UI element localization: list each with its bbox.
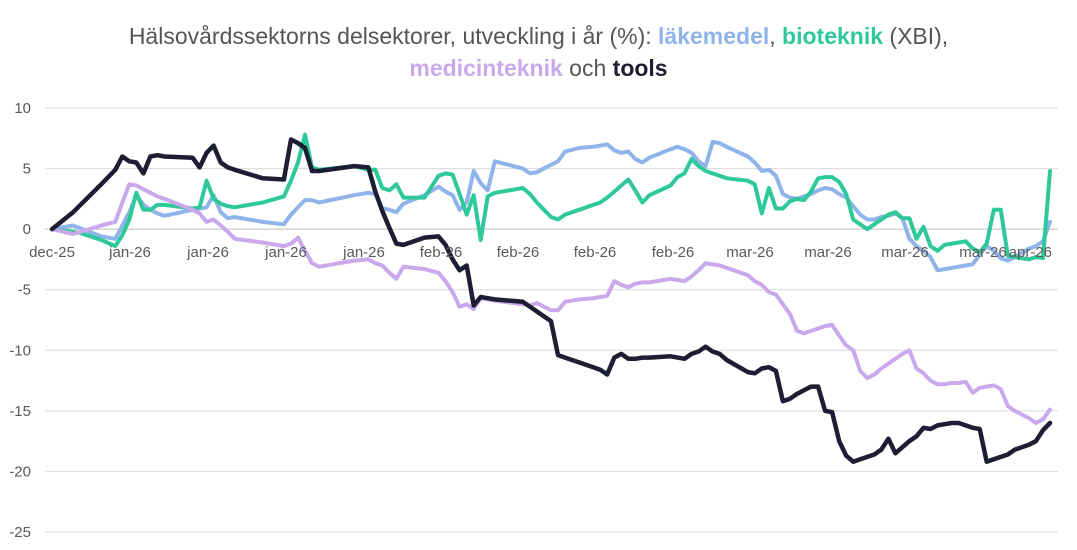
- y-tick-label: -10: [9, 342, 31, 359]
- y-tick-label: -25: [9, 524, 31, 541]
- title-part-och: och: [562, 55, 613, 81]
- series-line-lakemedel: [50, 139, 1052, 273]
- x-tick-label: mar-26: [881, 244, 929, 261]
- x-tick-label: mar-26: [726, 244, 774, 261]
- y-tick-label: -20: [9, 463, 31, 480]
- y-tick-label: 5: [23, 161, 31, 178]
- x-tick-label: mar-26: [959, 244, 1007, 261]
- y-tick-label: 0: [23, 221, 31, 238]
- y-tick-label: -5: [18, 282, 31, 299]
- y-tick-label: 10: [14, 100, 31, 117]
- series-line-medicinteknik: [50, 182, 1052, 425]
- x-tick-label: jan-26: [264, 244, 307, 261]
- x-tick-label: jan-26: [342, 244, 385, 261]
- x-tick-label: feb-26: [652, 244, 695, 261]
- x-tick-label: jan-26: [108, 244, 151, 261]
- chart-title: Hälsovårdssektorns delsektorer, utveckli…: [0, 20, 1077, 84]
- y-tick-label: -15: [9, 403, 31, 420]
- x-tick-label: jan-26: [186, 244, 229, 261]
- series-line-tools: [49, 137, 1053, 464]
- title-part-series-lakemedel: läkemedel: [658, 23, 770, 49]
- title-part-intro: Hälsovårdssektorns delsektorer, utveckli…: [128, 23, 659, 49]
- series-line-bioteknik: [50, 132, 1052, 262]
- x-tick-label: feb-26: [420, 244, 463, 261]
- title-part-xbi: (XBI),: [883, 23, 949, 49]
- x-tick-label: mar-26: [804, 244, 852, 261]
- title-part-series-tools: tools: [612, 55, 668, 81]
- x-tick-label: dec-25: [29, 244, 75, 261]
- x-tick-label: feb-26: [574, 244, 617, 261]
- title-part-series-bioteknik: bioteknik: [782, 23, 884, 49]
- title-part-series-medicinteknik: medicinteknik: [409, 55, 563, 81]
- title-part-sep: ,: [769, 23, 783, 49]
- x-tick-label: apr-26: [1009, 244, 1052, 261]
- x-tick-label: feb-26: [497, 244, 540, 261]
